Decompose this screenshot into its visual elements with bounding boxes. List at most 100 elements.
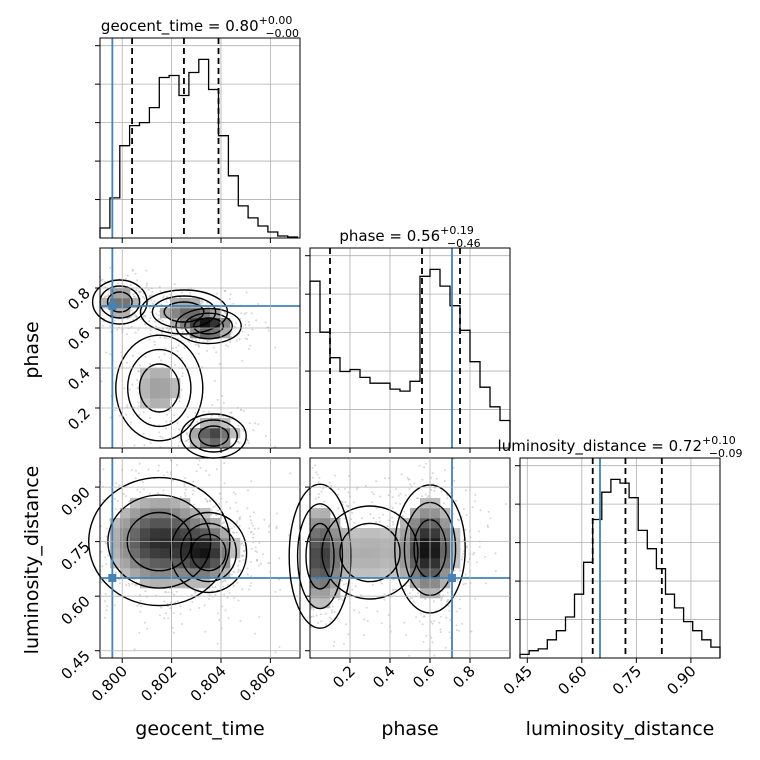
density-bin: [120, 308, 131, 319]
sample-point: [232, 531, 235, 534]
density-bin: [210, 318, 221, 329]
density-bin: [420, 588, 431, 599]
sample-point: [117, 499, 120, 502]
sample-point: [206, 500, 209, 503]
sample-point: [167, 329, 170, 332]
sample-point: [362, 634, 365, 637]
sample-point: [433, 619, 436, 622]
density-bin: [380, 538, 391, 549]
sample-point: [242, 410, 245, 413]
sample-point: [371, 501, 373, 504]
sample-point: [233, 525, 236, 528]
x-tick-label: 0.6: [409, 662, 439, 692]
density-bin: [440, 578, 451, 589]
sample-point: [109, 353, 112, 356]
sample-point: [195, 339, 197, 342]
sample-point: [223, 593, 226, 596]
sample-point: [248, 422, 251, 425]
sample-point: [237, 599, 240, 602]
density-bin: [310, 548, 321, 559]
sample-point: [158, 286, 161, 288]
density-bin: [140, 498, 151, 509]
y-tick-label: 0.4: [64, 364, 94, 394]
sample-point: [268, 531, 270, 533]
sample-point: [409, 597, 412, 600]
density-bin: [200, 418, 211, 429]
sample-point: [129, 421, 132, 424]
density-bin: [360, 568, 371, 579]
density-bin: [110, 538, 121, 549]
density-bin: [210, 528, 221, 539]
density-bin: [190, 428, 201, 439]
sample-point: [404, 494, 407, 497]
y-axis-label-phase: phase: [21, 321, 43, 378]
density-bin: [160, 398, 171, 409]
sample-point: [382, 513, 385, 516]
contour: [127, 348, 192, 428]
sample-point: [424, 598, 427, 601]
sample-point: [278, 646, 281, 648]
contour: [115, 334, 204, 442]
sample-point: [258, 541, 261, 544]
sample-point: [477, 530, 480, 533]
sample-point: [152, 303, 155, 306]
sample-point: [134, 584, 137, 586]
sample-point: [202, 410, 205, 413]
sample-point: [158, 356, 161, 359]
sample-point: [198, 352, 200, 355]
density-bin: [210, 538, 221, 549]
sample-point: [328, 481, 331, 484]
sample-point: [131, 582, 134, 585]
density-bin: [380, 548, 391, 559]
sample-point: [117, 282, 120, 284]
sample-point: [395, 488, 398, 491]
sample-point: [448, 609, 451, 612]
sample-point: [252, 429, 255, 432]
sample-point: [144, 323, 147, 326]
sample-point: [252, 511, 255, 514]
density-bin: [140, 568, 151, 579]
density-bin: [140, 388, 151, 399]
sample-point: [148, 338, 151, 341]
sample-point: [487, 526, 489, 528]
density-bin: [330, 568, 341, 579]
sample-point: [254, 632, 257, 635]
sample-point: [351, 511, 354, 514]
density-bin: [430, 578, 441, 589]
density-bin: [180, 558, 191, 569]
sample-point: [489, 517, 492, 520]
sample-point: [392, 521, 395, 523]
sample-point: [246, 507, 249, 510]
contour: [175, 307, 242, 345]
sample-point: [204, 630, 207, 633]
sample-point: [105, 527, 108, 530]
contour: [138, 363, 180, 413]
sample-point: [465, 546, 468, 549]
sample-point: [101, 278, 104, 281]
sample-point: [328, 616, 331, 619]
title-name: phase: [339, 227, 384, 245]
sample-point: [257, 423, 260, 426]
sample-point: [126, 333, 128, 336]
sample-point: [239, 317, 242, 320]
sample-point: [403, 588, 406, 591]
y-axis-label-luminosity-distance: luminosity_distance: [21, 466, 43, 655]
density-bin: [350, 568, 361, 579]
density-bin: [430, 588, 441, 599]
sample-point: [316, 473, 319, 476]
sample-point: [244, 323, 247, 326]
sample-point: [319, 613, 322, 616]
sample-point: [166, 413, 169, 416]
sample-point: [241, 554, 244, 557]
sample-point: [210, 513, 213, 516]
sample-point: [422, 641, 425, 643]
sample-point: [249, 585, 252, 587]
sample-point: [187, 438, 190, 441]
sample-point: [324, 612, 327, 615]
sample-point: [137, 328, 140, 331]
sample-point: [397, 494, 400, 497]
sample-point: [421, 623, 424, 626]
density-bin: [370, 558, 381, 569]
sample-point: [214, 586, 217, 589]
sample-point: [431, 472, 434, 475]
